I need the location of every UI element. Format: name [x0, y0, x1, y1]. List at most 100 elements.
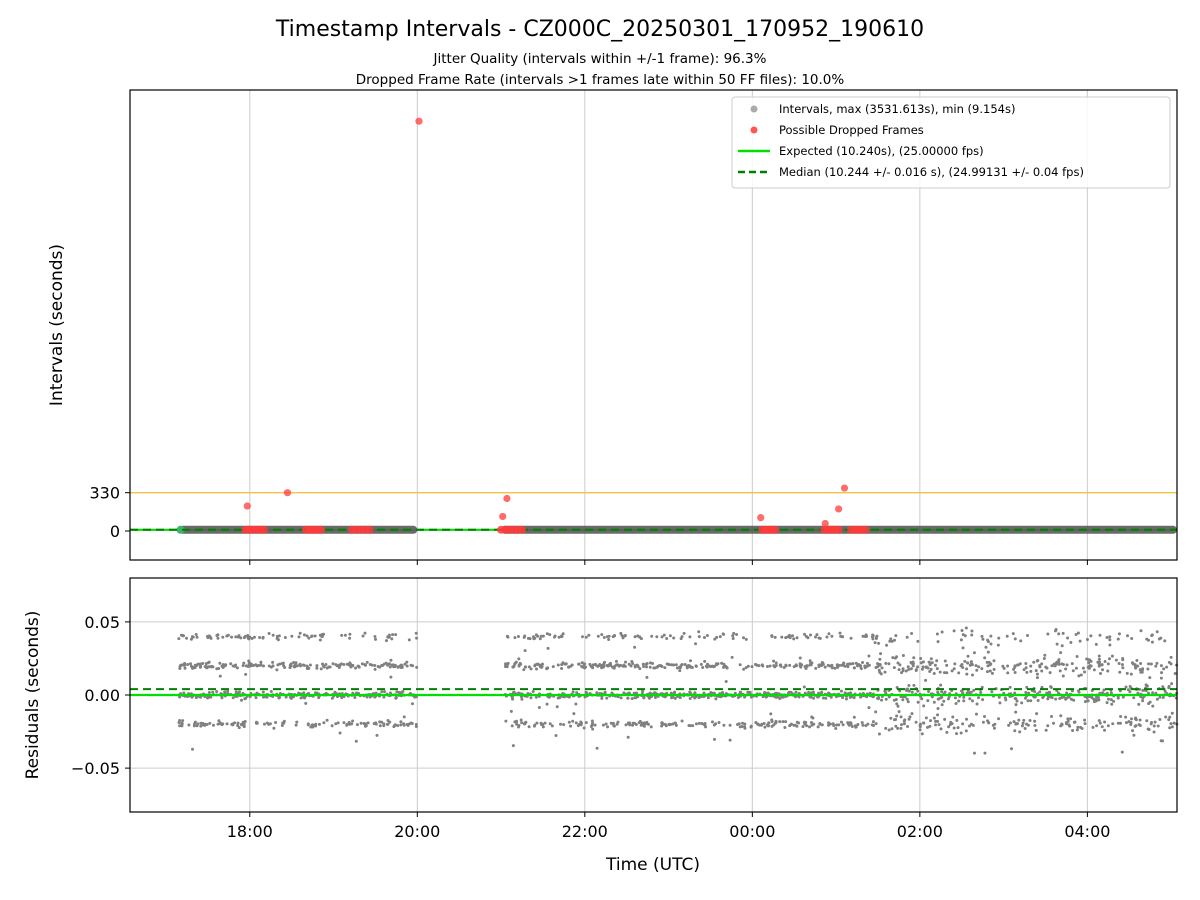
residual-point: [220, 664, 224, 668]
residual-point: [543, 721, 547, 725]
residual-point: [879, 672, 883, 676]
residual-point: [577, 662, 581, 666]
residual-point: [961, 691, 965, 695]
residual-point: [290, 634, 294, 638]
residual-point: [318, 638, 322, 642]
residual-point: [191, 635, 195, 639]
residual-point: [275, 636, 279, 640]
residual-point: [990, 671, 994, 675]
residual-point: [830, 663, 834, 667]
residual-point: [301, 663, 305, 667]
residual-point: [236, 635, 240, 639]
residual-point: [717, 721, 721, 725]
residual-point: [623, 660, 627, 664]
residual-point: [1034, 728, 1038, 732]
residual-point: [374, 637, 378, 641]
residual-point: [515, 722, 519, 726]
residual-point: [546, 646, 550, 650]
residual-point: [839, 689, 843, 693]
chart-subtitle-jitter: Jitter Quality (intervals within +/-1 fr…: [433, 51, 767, 67]
dropped-cluster-1: [301, 525, 325, 534]
residual-point: [955, 732, 959, 736]
residual-point: [1153, 720, 1157, 724]
residual-point: [355, 723, 359, 727]
residual-point: [811, 716, 815, 720]
residual-point: [671, 722, 675, 726]
residual-point: [1040, 662, 1044, 666]
residual-point: [809, 695, 813, 699]
residual-point: [621, 636, 625, 640]
residual-point: [261, 695, 265, 699]
residual-point: [1148, 676, 1152, 680]
residual-point: [688, 696, 692, 700]
residual-point: [1007, 723, 1011, 727]
residual-point: [603, 690, 607, 694]
residual-point: [803, 665, 807, 669]
residual-point: [924, 678, 928, 682]
residual-point: [394, 696, 398, 700]
residual-point: [784, 720, 788, 724]
residual-point: [952, 726, 956, 730]
residual-point: [354, 666, 358, 670]
residual-point: [414, 631, 418, 635]
residual-point: [697, 721, 701, 725]
residual-point: [1116, 721, 1120, 725]
residual-point: [821, 696, 825, 700]
dropped-outlier-5: [757, 514, 765, 522]
residual-point: [874, 710, 878, 714]
residual-point: [1117, 662, 1121, 666]
residual-point: [298, 662, 302, 666]
residual-point: [216, 636, 220, 640]
residual-point: [997, 695, 1001, 699]
residual-point: [1069, 640, 1073, 644]
residual-point: [506, 661, 510, 665]
residual-point: [788, 663, 792, 667]
dropped-point: [861, 525, 870, 534]
residual-point: [1159, 676, 1163, 680]
residual-point: [237, 726, 241, 730]
residual-point: [693, 696, 697, 700]
residual-point: [1018, 662, 1022, 666]
residual-point: [639, 723, 643, 727]
residual-point: [1035, 672, 1039, 676]
residual-point: [860, 721, 864, 725]
residual-point: [339, 662, 343, 666]
residual-point: [1042, 657, 1046, 661]
residual-point: [649, 725, 653, 729]
residual-point: [210, 664, 214, 668]
residual-point: [615, 722, 619, 726]
residuals-ticks: 18:00 20:00 22:00 00:00 02:00 04:00 0.05 0.00 −0…: [71, 613, 1110, 841]
residual-point: [267, 722, 271, 726]
residual-point: [866, 722, 870, 726]
residual-point: [229, 662, 233, 666]
residual-point: [757, 664, 761, 668]
residual-point: [399, 663, 403, 667]
residual-point: [651, 661, 655, 665]
residual-point: [812, 722, 816, 726]
residual-point: [897, 668, 901, 672]
residual-point: [1003, 696, 1007, 700]
residual-point: [772, 659, 776, 663]
residual-point: [516, 634, 520, 638]
residual-point: [697, 635, 701, 639]
residuals-xtick-label-2: 22:00: [562, 822, 608, 841]
residual-point: [193, 663, 197, 667]
residual-point: [1103, 659, 1107, 663]
residual-point: [956, 726, 960, 730]
residual-point: [724, 665, 728, 669]
residual-point: [789, 722, 793, 726]
residual-point: [1064, 667, 1068, 671]
residual-point: [981, 637, 985, 641]
residual-point: [746, 664, 750, 668]
residual-point: [792, 665, 796, 669]
residual-point: [1081, 666, 1085, 670]
chart-subtitle-dropped: Dropped Frame Rate (intervals >1 frames …: [356, 72, 845, 88]
residual-point: [797, 695, 801, 699]
residual-point: [861, 723, 865, 727]
residual-point: [977, 696, 981, 700]
residual-point: [405, 722, 409, 726]
residual-point: [389, 675, 393, 679]
residual-point: [634, 722, 638, 726]
residual-point: [963, 659, 967, 663]
residual-point: [769, 712, 773, 716]
